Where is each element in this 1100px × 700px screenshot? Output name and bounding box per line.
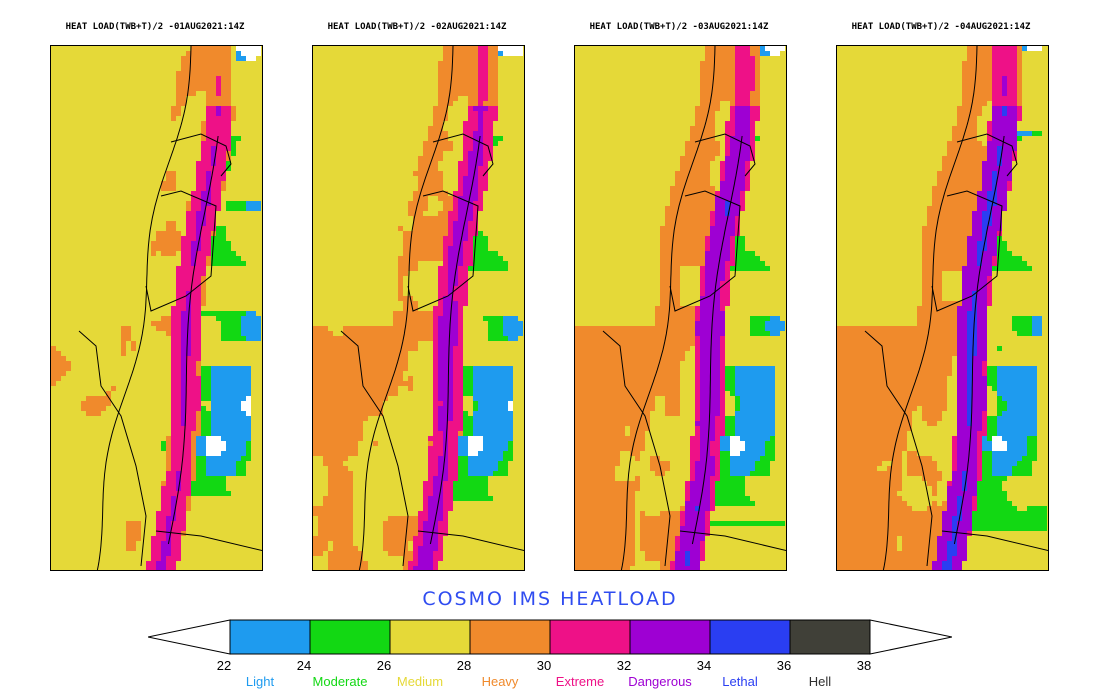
colorbar-high-arrow xyxy=(869,619,952,655)
colorbar-swatch-light xyxy=(229,619,311,655)
legend-category-dangerous: Dangerous xyxy=(628,674,692,689)
colorbar-title: COSMO IMS HEATLOAD xyxy=(422,588,678,610)
legend-category-light: Light xyxy=(245,674,275,689)
map-panel: HEAT LOAD(TWB+T)/2 -01AUG2021:14Z xyxy=(25,0,285,580)
colorbar-tick-label: 22 xyxy=(216,658,232,673)
heatload-map-svg xyxy=(575,46,786,570)
colorbar-swatch-medium xyxy=(389,619,471,655)
panel-title: HEAT LOAD(TWB+T)/2 -04AUG2021:14Z xyxy=(851,22,1031,32)
heatload-map xyxy=(50,45,263,571)
legend-category-medium: Medium xyxy=(396,674,444,689)
panel-title: HEAT LOAD(TWB+T)/2 -01AUG2021:14Z xyxy=(65,22,245,32)
colorbar-low-arrow xyxy=(148,619,231,655)
map-panel: HEAT LOAD(TWB+T)/2 -02AUG2021:14Z xyxy=(287,0,547,580)
legend-category-extreme: Extreme xyxy=(555,674,605,689)
panel-title: HEAT LOAD(TWB+T)/2 -02AUG2021:14Z xyxy=(327,22,507,32)
colorbar-swatch-heavy xyxy=(469,619,551,655)
colorbar-tick-label: 38 xyxy=(856,658,872,673)
colorbar-tick-label: 36 xyxy=(776,658,792,673)
panel-title: HEAT LOAD(TWB+T)/2 -03AUG2021:14Z xyxy=(589,22,769,32)
heatload-map-svg xyxy=(51,46,262,570)
colorbar-swatch-moderate xyxy=(309,619,391,655)
colorbar-tick-label: 26 xyxy=(376,658,392,673)
colorbar-swatch-dangerous xyxy=(629,619,711,655)
colorbar-tick-label: 32 xyxy=(616,658,632,673)
legend-category-lethal: Lethal xyxy=(722,674,758,689)
colorbar-tick-label: 34 xyxy=(696,658,712,673)
legend-category-hell: Hell xyxy=(808,674,832,689)
colorbar-swatch-extreme xyxy=(549,619,631,655)
heatload-map-svg xyxy=(313,46,524,570)
heatload-map xyxy=(836,45,1049,571)
colorbar xyxy=(148,619,952,655)
heatload-map-svg xyxy=(837,46,1048,570)
map-panel: HEAT LOAD(TWB+T)/2 -04AUG2021:14Z xyxy=(811,0,1071,580)
legend-category-heavy: Heavy xyxy=(481,674,519,689)
colorbar-swatch-lethal xyxy=(709,619,791,655)
colorbar-swatch-hell xyxy=(789,619,871,655)
map-panel: HEAT LOAD(TWB+T)/2 -03AUG2021:14Z xyxy=(549,0,809,580)
legend-category-moderate: Moderate xyxy=(312,674,368,689)
heatload-map xyxy=(574,45,787,571)
heatload-map xyxy=(312,45,525,571)
colorbar-tick-label: 28 xyxy=(456,658,472,673)
colorbar-tick-label: 24 xyxy=(296,658,312,673)
colorbar-tick-label: 30 xyxy=(536,658,552,673)
